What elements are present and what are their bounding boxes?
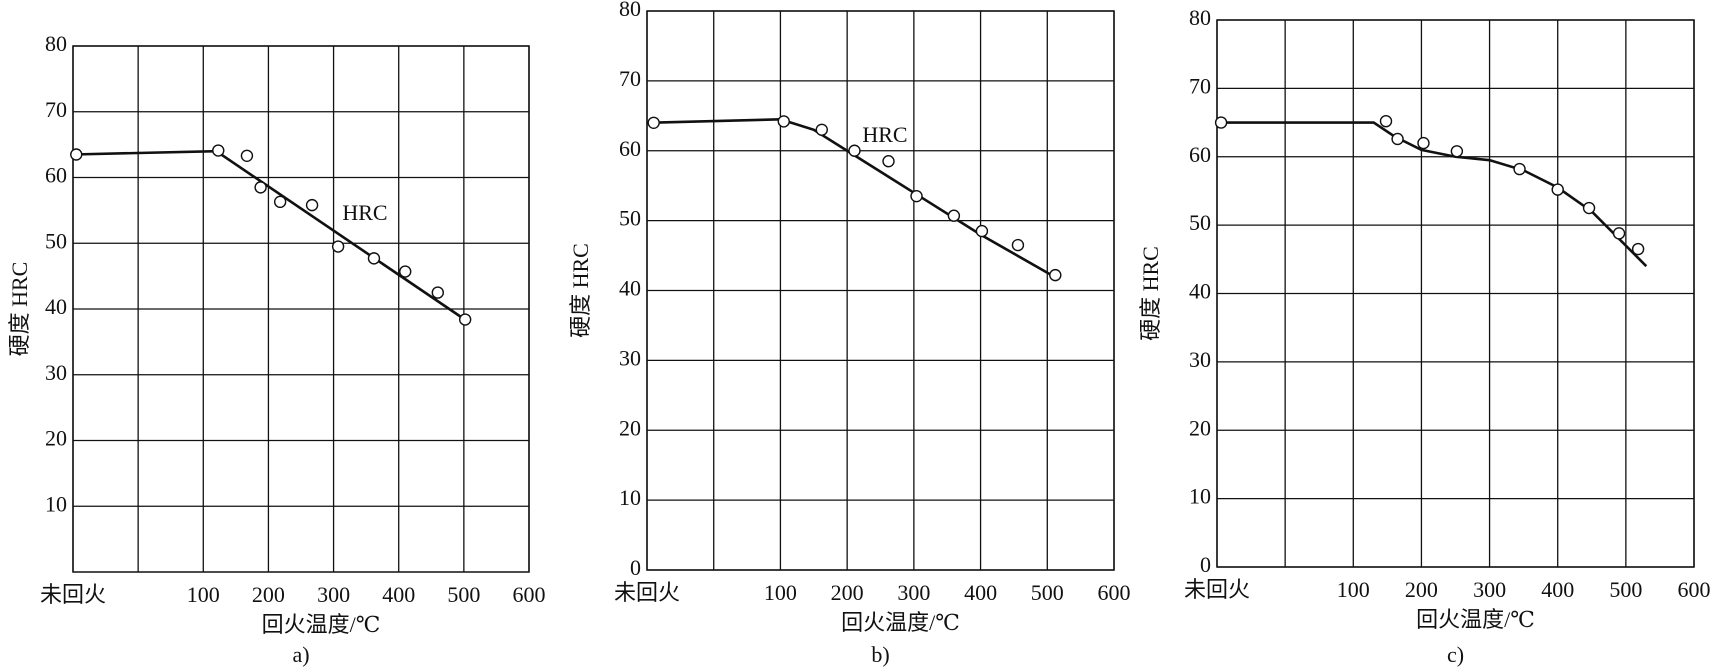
data-point — [815, 123, 828, 136]
data-point — [1379, 114, 1393, 128]
data-point — [254, 181, 267, 194]
y-tick-label: 10 — [619, 485, 641, 510]
data-point — [647, 116, 660, 130]
data-point — [1391, 132, 1404, 146]
x-tick-label: 未回火 — [1184, 577, 1250, 602]
y-tick-label: 80 — [1189, 5, 1211, 30]
x-tick-label: 100 — [187, 582, 220, 607]
x-tick-label: 300 — [317, 582, 350, 607]
y-tick-label: 10 — [1189, 484, 1211, 509]
caption: b) — [871, 642, 889, 667]
data-point — [458, 313, 472, 326]
data-point — [367, 252, 381, 265]
y-tick-label: 20 — [619, 415, 641, 440]
x-axis-label: 回火温度/℃ — [1416, 607, 1535, 632]
data-point — [1011, 238, 1025, 252]
y-tick-label: 0 — [630, 555, 641, 580]
data-point — [331, 240, 345, 253]
data-point — [882, 155, 895, 168]
chart-panel: 10 20 30 40 50 60 70 80 未回火 100 200 300 400 500 600 回火温… — [7, 31, 545, 667]
data-point — [1450, 145, 1464, 158]
x-tick-label: 500 — [1031, 580, 1064, 605]
y-tick-label: 20 — [1189, 415, 1211, 440]
y-tick-label: 60 — [1189, 142, 1211, 167]
data-point — [1513, 162, 1526, 176]
x-tick-label: 400 — [382, 582, 415, 607]
data-point — [1417, 136, 1430, 150]
y-tick-label: 50 — [619, 206, 641, 231]
y-tick-label: 50 — [45, 228, 67, 253]
x-tick-label: 未回火 — [40, 582, 106, 607]
annotation: HRC — [342, 200, 387, 225]
x-axis-label: 回火温度/℃ — [841, 610, 960, 635]
data-point — [1582, 201, 1596, 215]
x-tick-label: 600 — [1678, 577, 1711, 602]
y-axis-label: 硬度 HRC — [7, 262, 32, 357]
curve — [1217, 121, 1648, 268]
x-axis-label: 回火温度/℃ — [262, 612, 381, 637]
x-tick-label: 200 — [1405, 577, 1438, 602]
y-tick-label: 30 — [619, 345, 641, 370]
data-point — [1612, 227, 1626, 240]
x-tick-label: 500 — [447, 582, 480, 607]
y-tick-label: 70 — [619, 66, 641, 91]
y-tick-label: 50 — [1189, 210, 1211, 235]
y-tick-label: 80 — [619, 0, 641, 21]
x-tick-label: 300 — [1473, 577, 1506, 602]
x-tick-label: 未回火 — [614, 580, 680, 605]
y-tick-label: 30 — [45, 360, 67, 385]
data-point — [399, 265, 412, 278]
y-tick-label: 40 — [619, 276, 641, 301]
chart-panel: 0 10 20 30 40 50 60 70 80 未回火 100 200 300 400 500 600 回火… — [568, 0, 1130, 667]
y-tick-label: 40 — [1189, 279, 1211, 304]
data-point — [273, 195, 287, 209]
data-point — [947, 209, 961, 222]
y-axis-label: 硬度 HRC — [1138, 246, 1163, 341]
y-tick-label: 60 — [45, 163, 67, 188]
data-point — [1631, 242, 1645, 256]
x-tick-label: 500 — [1609, 577, 1642, 602]
y-tick-label: 20 — [45, 426, 67, 451]
x-tick-label: 200 — [252, 582, 285, 607]
data-point — [1049, 268, 1062, 282]
annotation: HRC — [862, 122, 907, 147]
data-point — [431, 286, 444, 299]
y-tick-label: 80 — [45, 31, 67, 56]
data-point — [240, 149, 254, 163]
y-axis-label: 硬度 HRC — [568, 243, 593, 338]
data-point — [70, 148, 83, 161]
y-tick-label: 70 — [45, 97, 67, 122]
x-tick-label: 300 — [897, 580, 930, 605]
x-tick-label: 100 — [764, 580, 797, 605]
data-point — [910, 189, 923, 203]
y-tick-label: 60 — [619, 136, 641, 161]
y-tick-label: 70 — [1189, 73, 1211, 98]
chart-panel: 0 10 20 30 40 50 60 70 80 未回火 100 200 300 400 500 600 回火… — [1138, 5, 1710, 667]
x-tick-label: 200 — [831, 580, 864, 605]
data-point — [848, 144, 861, 157]
y-tick-label: 10 — [45, 491, 67, 516]
y-tick-label: 30 — [1189, 347, 1211, 372]
x-tick-label: 600 — [513, 582, 546, 607]
y-tick-label: 40 — [45, 294, 67, 319]
x-tick-label: 100 — [1337, 577, 1370, 602]
caption: a) — [292, 642, 309, 667]
data-point — [777, 115, 790, 128]
x-tick-label: 600 — [1098, 580, 1131, 605]
data-point — [212, 144, 225, 157]
data-point — [975, 224, 989, 238]
y-tick-label: 0 — [1200, 552, 1211, 577]
data-point — [1551, 183, 1564, 196]
curve — [646, 118, 1055, 278]
data-point — [1214, 116, 1228, 129]
data-point — [305, 198, 319, 212]
x-tick-label: 400 — [1541, 577, 1574, 602]
x-tick-label: 400 — [964, 580, 997, 605]
caption: c) — [1447, 642, 1464, 667]
